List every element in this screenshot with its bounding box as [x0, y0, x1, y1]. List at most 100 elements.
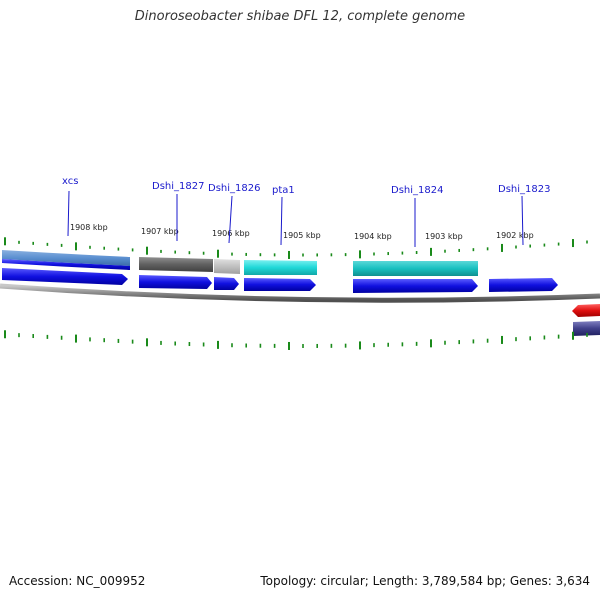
major-tick [146, 246, 148, 255]
minor-tick [245, 252, 247, 256]
kbp-label: 1902 kbp [496, 231, 534, 240]
major-tick [430, 247, 432, 256]
major-tick [501, 243, 503, 252]
minor-tick [444, 340, 446, 345]
major-tick [146, 338, 148, 347]
minor-tick [458, 340, 460, 345]
minor-tick [273, 253, 276, 257]
minor-tick [316, 253, 318, 257]
major-tick [501, 335, 503, 344]
cds-arrow-reverse[interactable] [572, 304, 600, 317]
gene-label-dshi-1823[interactable]: Dshi_1823 [498, 184, 550, 195]
minor-tick [529, 244, 531, 248]
minor-tick [415, 341, 418, 346]
cog-feature[interactable] [353, 261, 478, 276]
minor-tick [586, 332, 588, 337]
cds-arrow[interactable] [2, 268, 128, 285]
gene-label-dshi-1826[interactable]: Dshi_1826 [208, 183, 260, 194]
minor-tick [316, 343, 318, 348]
kbp-label: 1908 kbp [70, 223, 108, 232]
accession-text: Accession: NC_009952 [9, 574, 146, 588]
minor-tick [302, 253, 304, 257]
minor-tick [387, 342, 389, 347]
minor-tick [202, 251, 205, 255]
forward-cds-row [2, 268, 558, 293]
genome-backbone [0, 283, 600, 303]
cog-feature[interactable] [214, 259, 240, 274]
minor-tick [486, 338, 489, 343]
minor-tick [373, 343, 375, 348]
major-tick [572, 331, 574, 340]
cog-feature[interactable] [139, 257, 213, 272]
minor-tick [543, 335, 546, 340]
major-tick [359, 341, 361, 350]
cds-arrow[interactable] [489, 278, 558, 292]
minor-tick [89, 337, 91, 342]
minor-tick [231, 252, 233, 256]
minor-tick [32, 334, 34, 339]
gene-label-dshi-1824[interactable]: Dshi_1824 [391, 185, 443, 196]
minor-tick [330, 253, 333, 257]
cog-feature[interactable] [244, 260, 317, 275]
minor-tick [160, 340, 162, 345]
minor-tick [89, 245, 91, 249]
cds-arrow[interactable] [214, 277, 239, 290]
minor-tick [259, 343, 262, 348]
minor-tick [472, 339, 475, 344]
minor-tick [373, 252, 375, 256]
minor-tick [557, 334, 560, 339]
minor-tick [131, 248, 134, 252]
kbp-label: 1905 kbp [283, 231, 321, 240]
major-tick [4, 330, 6, 339]
map-title: Dinoroseobacter shibae DFL 12, complete … [134, 9, 466, 24]
gene-label-pta1[interactable]: pta1 [272, 185, 295, 196]
gene-labels: xcs Dshi_1827 Dshi_1826 pta1 Dshi_1824 D… [62, 176, 550, 196]
major-tick [75, 242, 77, 251]
minor-tick [245, 343, 247, 348]
cds-arrow[interactable] [244, 278, 316, 291]
minor-tick [103, 338, 105, 343]
gene-label-dshi-1827[interactable]: Dshi_1827 [152, 181, 204, 192]
minor-tick [231, 343, 233, 348]
minor-tick [174, 250, 176, 254]
minor-tick [302, 343, 304, 348]
gene-label-xcs[interactable]: xcs [62, 176, 78, 187]
minor-tick [117, 247, 120, 251]
minor-tick [103, 246, 105, 250]
major-tick [288, 250, 290, 259]
major-tick [430, 339, 432, 348]
kbp-label: 1907 kbp [141, 227, 179, 236]
minor-tick [472, 248, 475, 252]
minor-tick [273, 343, 276, 348]
kbp-ruler: 1908 kbp 1907 kbp 1906 kbp 1905 kbp 1904… [70, 223, 534, 241]
minor-tick [387, 252, 389, 256]
minor-tick [46, 334, 49, 339]
minor-tick [46, 242, 49, 246]
cds-arrow[interactable] [353, 279, 478, 293]
cds-arrow[interactable] [139, 275, 212, 289]
minor-tick [18, 240, 20, 244]
major-tick [4, 237, 6, 246]
minor-tick [415, 251, 418, 255]
minor-tick [32, 241, 34, 245]
kbp-label: 1906 kbp [212, 229, 250, 238]
minor-tick [458, 248, 460, 252]
minor-tick [259, 253, 262, 257]
cds-feature[interactable] [2, 259, 130, 270]
major-tick [75, 334, 77, 343]
major-tick [217, 249, 219, 258]
minor-tick [543, 243, 546, 247]
minor-tick [131, 339, 134, 344]
major-tick [288, 341, 290, 350]
minor-tick [344, 343, 347, 348]
inner-tick-row [4, 330, 588, 350]
cog-feature[interactable] [573, 321, 600, 336]
major-tick [217, 340, 219, 349]
minor-tick [174, 341, 176, 346]
minor-tick [515, 337, 517, 342]
minor-tick [586, 240, 588, 244]
cog-feature[interactable] [2, 250, 130, 266]
minor-tick [188, 251, 191, 255]
minor-tick [188, 342, 191, 347]
